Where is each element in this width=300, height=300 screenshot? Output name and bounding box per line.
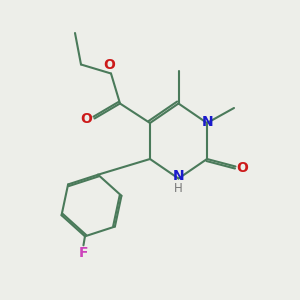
Text: O: O (236, 161, 248, 175)
Text: O: O (103, 58, 116, 72)
Text: F: F (79, 246, 88, 260)
Text: N: N (173, 169, 184, 183)
Text: O: O (80, 112, 92, 126)
Text: N: N (202, 116, 213, 129)
Text: H: H (174, 182, 183, 195)
